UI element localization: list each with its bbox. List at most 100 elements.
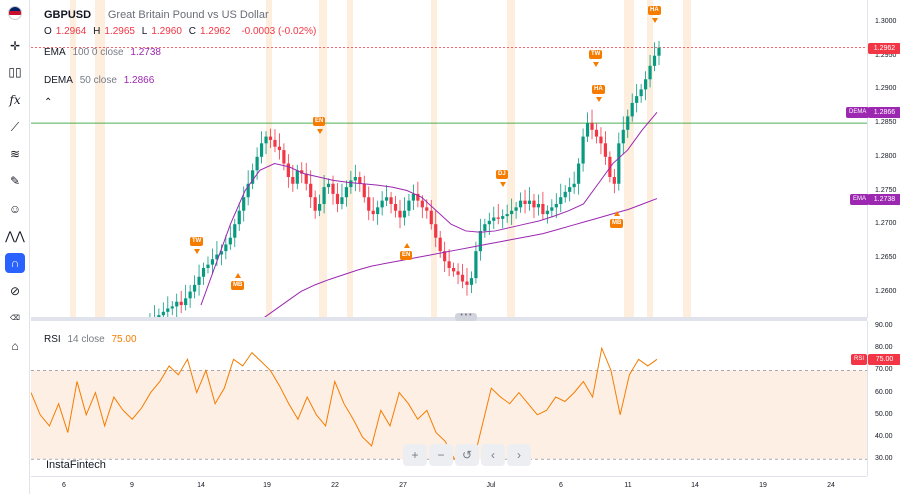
change-value: -0.0003 (-0.02%) — [241, 26, 317, 37]
zoom-out-icon[interactable]: − — [429, 444, 453, 466]
marker-label[interactable]: MB — [610, 219, 624, 228]
rsi-tick-label: 80.00 — [875, 344, 893, 352]
candle-body — [563, 191, 567, 198]
candle-body — [206, 264, 210, 269]
high-label: H — [93, 26, 101, 37]
price-tick-label: 1.2950 — [875, 51, 897, 59]
marker-arrow-down-icon — [317, 129, 323, 134]
highlight-band — [347, 0, 353, 318]
marker-label[interactable]: TW — [190, 237, 204, 246]
candle-body — [344, 187, 349, 198]
lock-icon[interactable]: ⌂ — [11, 339, 19, 353]
candle-body — [309, 183, 313, 198]
marker-label[interactable]: HA — [648, 6, 661, 15]
candle-body — [188, 291, 192, 299]
low-label: L — [141, 26, 148, 37]
dema-line — [200, 111, 658, 306]
candle-body — [559, 197, 563, 204]
high-value: 1.2965 — [104, 26, 135, 37]
reset-view-icon[interactable]: ↺ — [455, 444, 479, 466]
fib-tool-icon[interactable]: ≋ — [9, 147, 21, 161]
indicator-fx-icon[interactable]: fx — [9, 93, 21, 107]
zoom-in-icon[interactable]: + — [403, 444, 427, 466]
highlight-band — [431, 0, 437, 318]
close-value: 1.2962 — [199, 26, 231, 37]
time-axis[interactable]: 6 9 14 19 22 27 Jul 6 11 14 19 24 — [31, 476, 867, 494]
price-tick-label: 1.2750 — [875, 186, 897, 194]
candle-body — [554, 203, 558, 208]
candle-body — [170, 306, 174, 309]
pane-divider[interactable] — [31, 317, 867, 321]
pane-resize-handle[interactable]: • • • — [455, 312, 477, 321]
symbol-ticker[interactable]: GBPUSD — [44, 9, 92, 21]
candle-body — [259, 143, 264, 157]
collapse-legend-icon[interactable]: ⌃ — [44, 97, 53, 108]
candle-body — [291, 177, 295, 184]
candle-body — [215, 254, 219, 260]
candle-body — [487, 220, 491, 225]
hide-drawings-icon[interactable]: ⊘ — [9, 284, 21, 298]
price-chart-svg[interactable] — [31, 0, 867, 318]
emoji-icon[interactable]: ☺ — [8, 202, 22, 216]
dema-legend[interactable]: DEMA 50 close 1.2866 — [44, 75, 158, 86]
candle-body — [224, 244, 228, 252]
price-pane[interactable]: TW MB EN EN DJ TW HA MB HA — [31, 0, 867, 318]
watermark-logo: InstaFintech — [46, 459, 106, 471]
time-tick-label: 9 — [130, 482, 134, 489]
time-tick-label: 22 — [331, 482, 339, 489]
marker-label[interactable]: HA — [592, 85, 605, 94]
trend-line-icon[interactable]: ⟋ — [10, 119, 20, 134]
time-tick-label: 19 — [263, 482, 271, 489]
remove-all-icon[interactable]: ⌫ — [10, 315, 20, 322]
highlight-band — [683, 0, 691, 318]
time-tick-label: 11 — [624, 482, 632, 489]
candle-body — [228, 237, 232, 245]
candle-body — [157, 315, 161, 318]
candle-body — [443, 251, 447, 262]
price-scale[interactable]: 1.3000 1.2950 1.2900 1.2850 1.2800 1.2750 1.27… — [867, 0, 900, 318]
candle-body — [652, 55, 657, 66]
rsi-side-tag: RSI — [851, 354, 868, 366]
candle-body — [438, 237, 442, 252]
candle-body — [447, 261, 451, 269]
scroll-left-icon[interactable]: ‹ — [481, 444, 505, 466]
crosshair-icon[interactable]: ✛ — [9, 39, 21, 53]
time-tick-label: 14 — [691, 482, 699, 489]
magnet-icon[interactable]: ∩ — [5, 253, 25, 273]
price-tick-label: 1.2600 — [875, 287, 897, 295]
marker-label[interactable]: MB — [231, 281, 245, 290]
rsi-scale[interactable]: 90.00 80.00 70.00 60.00 50.00 40.00 30.00 75.00 — [867, 321, 900, 476]
rsi-params: 14 close — [67, 334, 105, 345]
pattern-icon[interactable]: ⋀⋀ — [5, 229, 25, 243]
price-tick-label: 1.3000 — [875, 18, 897, 25]
marker-label[interactable]: DJ — [496, 170, 508, 179]
dema-params: 50 close — [79, 75, 117, 86]
rsi-line — [31, 346, 658, 465]
zoom-controls: + − ↺ ‹ › — [403, 444, 531, 466]
candle-body — [367, 197, 371, 211]
highlight-band — [70, 0, 76, 318]
candle-body — [617, 143, 621, 184]
rsi-legend[interactable]: RSI 14 close 75.00 — [44, 334, 141, 345]
candle-body — [496, 217, 500, 219]
candle-body — [639, 89, 643, 97]
candle-body — [518, 200, 523, 208]
marker-label[interactable]: TW — [589, 50, 603, 59]
candle-body — [407, 200, 411, 211]
ema-legend[interactable]: EMA 100 0 close 1.2738 — [44, 47, 165, 58]
marker-label[interactable]: EN — [400, 251, 413, 260]
marker-label[interactable]: EN — [313, 117, 326, 126]
candle-body — [603, 143, 608, 157]
time-tick-label: Jul — [486, 482, 496, 489]
scroll-right-icon[interactable]: › — [507, 444, 531, 466]
candle-body — [192, 284, 197, 292]
brush-icon[interactable]: ✎ — [9, 174, 21, 188]
rsi-tick-label: 90.00 — [875, 322, 893, 329]
time-tick-label: 6 — [559, 482, 563, 489]
candle-body — [300, 170, 304, 174]
candles-icon[interactable]: ▯▯ — [8, 65, 22, 79]
candle-body — [456, 271, 460, 275]
candle-body — [630, 102, 634, 117]
close-label: C — [188, 26, 196, 37]
ema-name: EMA — [44, 47, 66, 58]
